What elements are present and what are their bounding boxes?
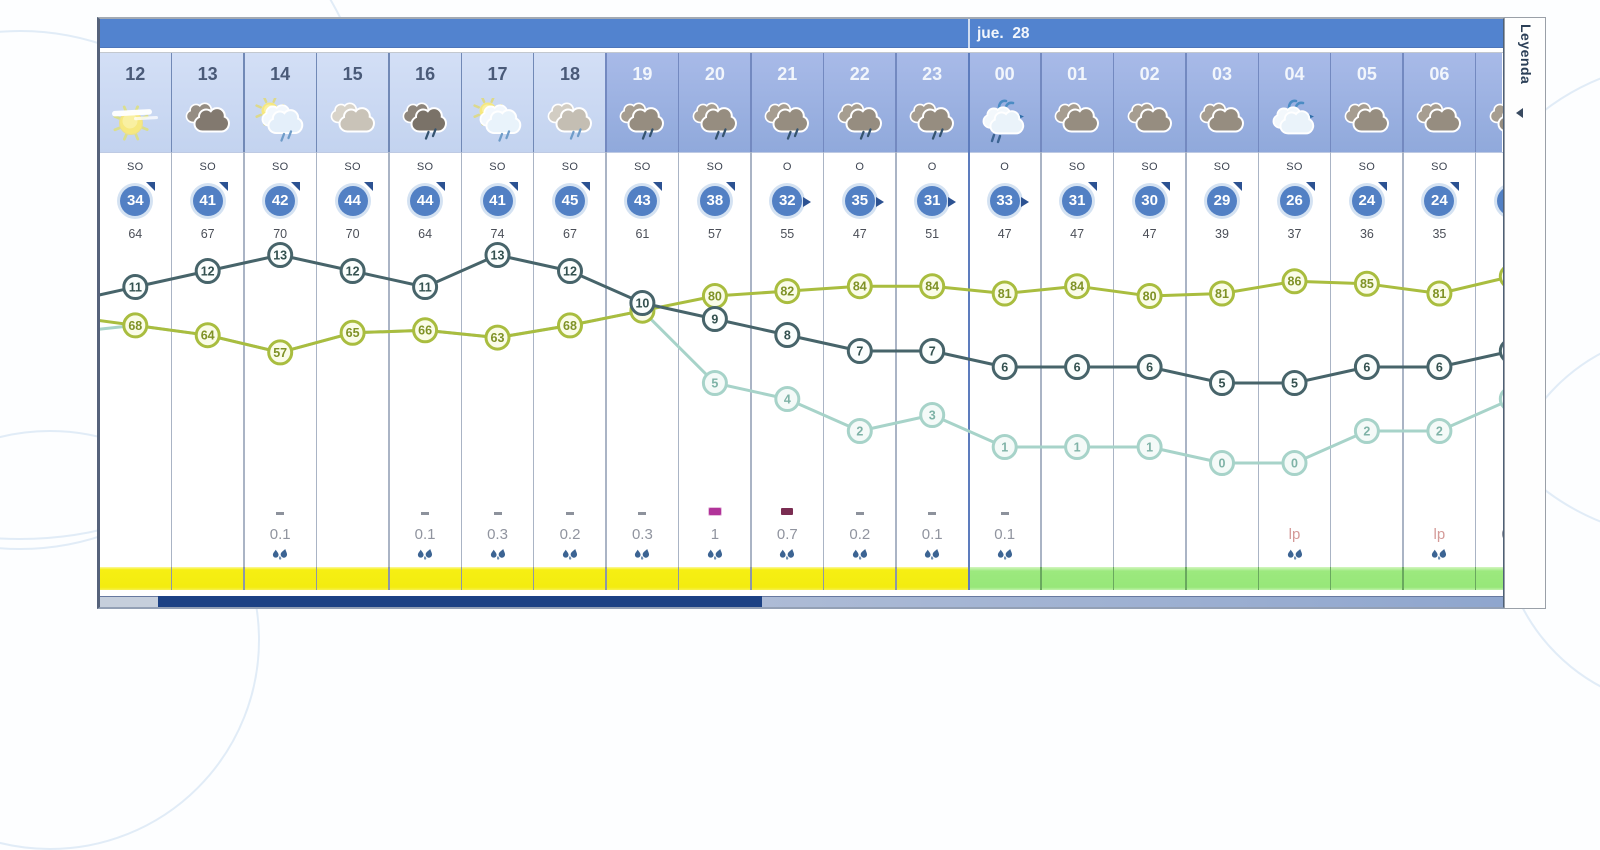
svg-text:1: 1	[1146, 440, 1153, 454]
svg-text:85: 85	[1360, 277, 1374, 291]
svg-text:2: 2	[1363, 424, 1370, 438]
svg-text:12: 12	[563, 264, 577, 278]
svg-text:81: 81	[1432, 287, 1446, 301]
svg-text:5: 5	[1291, 376, 1298, 390]
svg-text:6: 6	[1363, 360, 1370, 374]
svg-text:68: 68	[128, 319, 142, 333]
svg-text:81: 81	[998, 287, 1012, 301]
svg-text:81: 81	[1215, 287, 1229, 301]
svg-text:86: 86	[1288, 275, 1302, 289]
svg-text:7: 7	[929, 344, 936, 358]
svg-text:66: 66	[418, 324, 432, 338]
svg-text:8: 8	[784, 328, 791, 342]
svg-text:82: 82	[780, 285, 794, 299]
svg-text:11: 11	[129, 280, 142, 294]
svg-text:1: 1	[1001, 440, 1008, 454]
svg-text:1: 1	[1074, 440, 1081, 454]
svg-text:57: 57	[273, 346, 287, 360]
svg-text:2: 2	[1436, 424, 1443, 438]
svg-text:80: 80	[1143, 289, 1157, 303]
svg-text:80: 80	[708, 289, 722, 303]
svg-text:6: 6	[1436, 360, 1443, 374]
svg-text:7: 7	[856, 344, 863, 358]
svg-text:5: 5	[1219, 376, 1226, 390]
svg-text:12: 12	[201, 264, 215, 278]
svg-text:6: 6	[1146, 360, 1153, 374]
svg-text:0: 0	[1219, 456, 1226, 470]
svg-text:84: 84	[925, 280, 939, 294]
svg-text:6: 6	[1001, 360, 1008, 374]
svg-text:0: 0	[1291, 456, 1298, 470]
svg-text:64: 64	[201, 329, 215, 343]
svg-text:5: 5	[711, 376, 718, 390]
svg-text:6: 6	[1074, 360, 1081, 374]
svg-text:63: 63	[491, 331, 505, 345]
svg-text:3: 3	[929, 408, 936, 422]
svg-text:4: 4	[784, 392, 791, 406]
svg-text:13: 13	[273, 248, 287, 262]
svg-text:9: 9	[711, 312, 718, 326]
svg-text:68: 68	[563, 319, 577, 333]
svg-text:2: 2	[856, 424, 863, 438]
svg-text:65: 65	[346, 326, 360, 340]
svg-text:84: 84	[1070, 280, 1084, 294]
svg-text:11: 11	[418, 280, 431, 294]
svg-text:12: 12	[346, 264, 360, 278]
svg-text:84: 84	[853, 280, 867, 294]
svg-text:13: 13	[491, 248, 505, 262]
svg-text:10: 10	[635, 296, 649, 310]
